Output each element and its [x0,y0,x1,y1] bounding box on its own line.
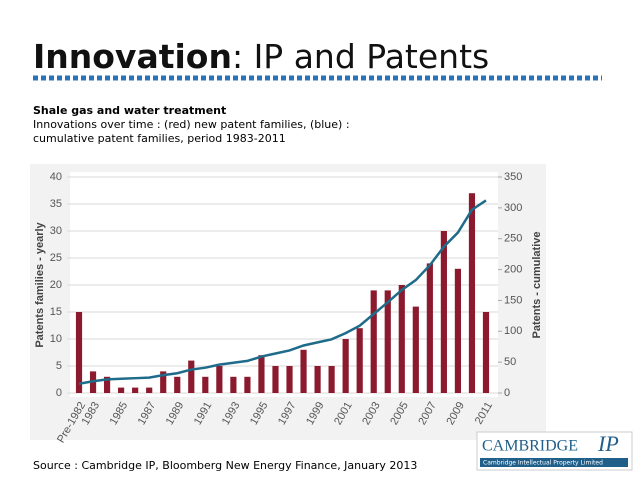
y2-tick-label: 250 [504,233,522,245]
y-tick-label: 30 [50,225,62,237]
bar [132,387,139,393]
y2-tick-label: 200 [504,263,522,275]
bar [216,366,223,393]
bar [342,339,349,393]
y-tick-label: 20 [50,279,62,291]
bar [398,285,405,393]
logo-band [480,458,628,467]
logo-ip: IP [597,431,619,456]
bar [188,360,195,393]
bar [314,366,321,393]
bar [103,376,111,393]
bar [356,328,363,393]
y-tick-label: 40 [50,171,62,183]
bar [440,231,447,393]
subtitle: Shale gas and water treatment [33,104,226,117]
logo-name: CAMBRIDGE [482,438,578,455]
bar [244,376,251,393]
bar [258,355,265,393]
bar [412,306,419,393]
bar [286,366,293,393]
y2-tick-label: 50 [504,356,516,368]
bar [160,371,167,393]
y2-tick-label: 0 [504,387,510,399]
bar [146,387,153,393]
cumulative-line [78,199,487,385]
title-rest: : IP and Patents [232,37,489,76]
bar [300,349,307,393]
description: cumulative patent families, period 1983-… [33,132,286,145]
bar [118,387,125,393]
y-tick-label: 10 [50,333,62,345]
source: Source : Cambridge IP, Bloomberg New Ene… [33,459,417,472]
y-tick-label: 35 [50,198,62,210]
bar [230,376,237,393]
bar [328,366,335,393]
y2-axis-title: Patents - cumulative [531,232,543,339]
bar [426,263,433,393]
slide-title: Innovation: IP and Patents [33,37,489,76]
bar [202,376,209,393]
bar [174,376,181,393]
y2-tick-label: 350 [504,171,522,183]
bar [468,193,476,393]
y2-tick-label: 300 [504,202,522,214]
description: Innovations over time : (red) new patent… [33,118,350,131]
bar [75,312,83,393]
title-bold: Innovation [33,37,232,76]
y-tick-label: 5 [56,360,62,372]
chart: 0 5 10 15 20 25 30 35 40 0 50 100 150 200 250 300 350 Pat… [34,171,543,445]
bar [384,290,391,393]
bar [370,290,377,393]
y-tick-label: 15 [50,306,62,318]
bar [272,366,279,393]
bar [482,312,490,393]
y-tick-label: 0 [56,387,62,399]
logo-tagline: Cambridge Intellectual Property Limited [483,460,603,467]
bar [454,268,462,393]
y-axis-title: Patents families - yearly [34,221,46,347]
y2-tick-label: 150 [504,294,522,306]
y-tick-label: 25 [50,252,62,264]
y2-tick-label: 100 [504,325,522,337]
